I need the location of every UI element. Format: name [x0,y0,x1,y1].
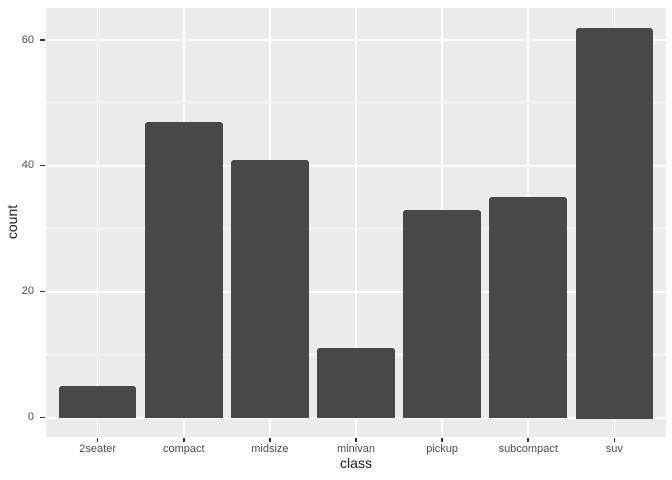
x-tick-label: minivan [337,443,375,455]
bar-minivan [317,348,395,419]
bar-2seater [58,386,137,419]
x-axis-title: class [340,455,372,471]
bar-compact [145,121,223,419]
bar-midsize [231,159,309,419]
bar-suv [575,27,654,419]
x-tick-mark [613,438,616,442]
x-tick-mark [269,438,271,442]
y-tick-label: 40 [21,159,34,172]
bar-pickup [403,209,481,419]
x-tick-mark [527,438,529,442]
x-tick-mark [96,438,99,442]
x-tick-label: suv [605,443,623,455]
gridline-major-x [96,8,99,437]
x-tick-mark [355,438,357,442]
y-axis-title: count [4,204,20,240]
y-tick-label: 60 [21,33,34,46]
y-tick-label: 0 [27,411,34,423]
y-tick-mark [40,290,45,293]
y-tick-label: 20 [21,285,34,298]
x-tick-mark [441,438,443,442]
x-tick-label: pickup [426,443,458,455]
x-tick-label: compact [162,443,205,455]
x-tick-mark [183,438,185,442]
gridline-major-x [355,8,357,437]
x-tick-label: subcompact [498,443,558,455]
bar-subcompact [489,197,567,419]
y-tick-mark [40,164,45,167]
y-tick-mark [40,39,45,41]
y-tick-mark [40,416,45,418]
x-tick-label: midsize [251,443,289,455]
x-tick-label: 2seater [79,443,116,455]
